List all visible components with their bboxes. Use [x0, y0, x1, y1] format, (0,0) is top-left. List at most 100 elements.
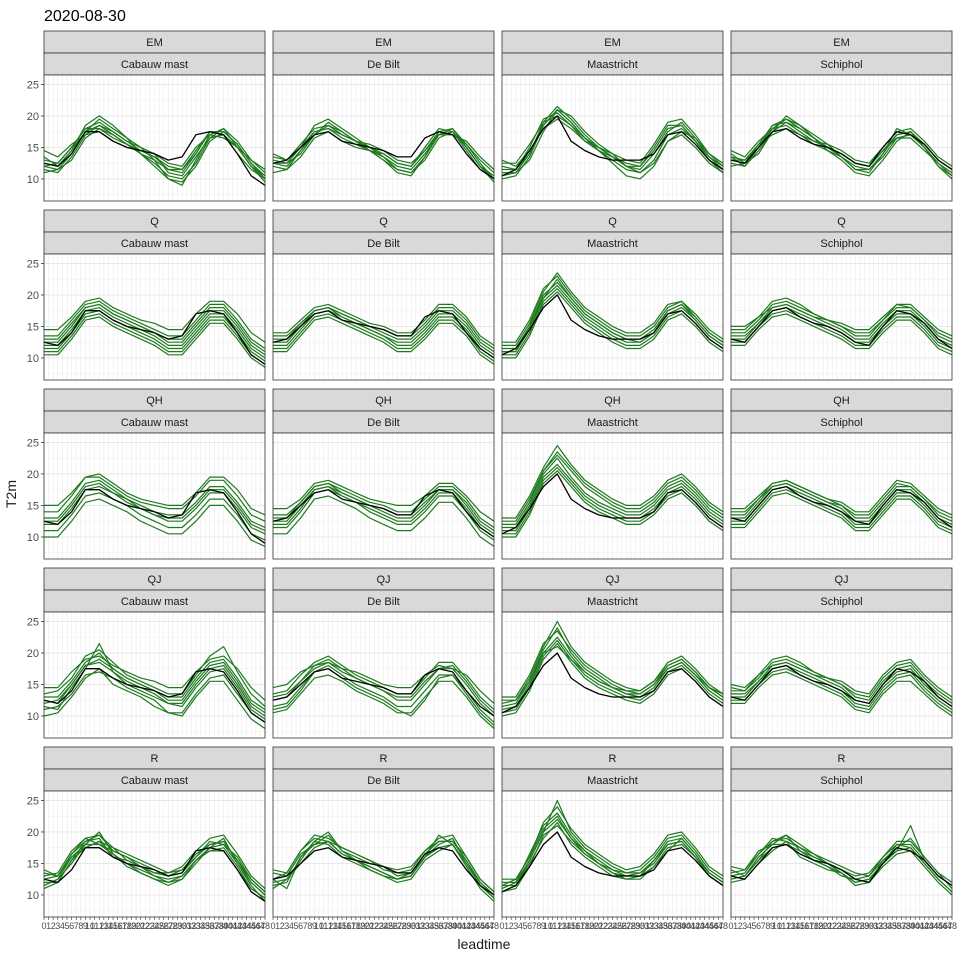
strip-station-label: Schiphol	[820, 596, 862, 608]
strip-station-label: Cabauw mast	[121, 596, 188, 608]
y-tick-label: 15	[27, 500, 39, 512]
strip-station-label: Schiphol	[820, 238, 862, 250]
x-tick-label: 21	[136, 921, 146, 931]
x-tick-label: 26	[159, 921, 169, 931]
strip-station-label: De Bilt	[367, 59, 399, 71]
x-tick-label: 47	[713, 921, 723, 931]
x-tick-label: 13	[328, 921, 338, 931]
ensemble-member-line	[730, 118, 953, 177]
x-tick-label: 4	[747, 921, 752, 931]
strip-model-label: EM	[833, 37, 850, 49]
x-tick-label: 26	[846, 921, 856, 931]
ensemble-member-line	[43, 834, 266, 893]
x-tick-label: 17	[804, 921, 814, 931]
panel-border	[272, 74, 495, 202]
x-tick-label: 32	[415, 921, 425, 931]
y-tick-label: 10	[27, 353, 39, 365]
x-tick-label: 9	[541, 921, 546, 931]
x-tick-label: 15	[108, 921, 118, 931]
strip-model-label: R	[380, 753, 388, 765]
x-tick-label: 9	[312, 921, 317, 931]
x-tick-label: 43	[924, 921, 934, 931]
x-tick-label: 42	[919, 921, 929, 931]
x-tick-label: 46	[480, 921, 490, 931]
y-tick-label: 25	[27, 437, 39, 449]
strip-station-label: Maastricht	[587, 417, 638, 429]
x-tick-label: 12	[94, 921, 104, 931]
strip-model-label: QH	[375, 395, 392, 407]
ensemble-member-line	[731, 303, 953, 346]
x-tick-label: 43	[695, 921, 705, 931]
strip-station-label: De Bilt	[367, 596, 399, 608]
x-tick-label: 44	[242, 921, 252, 931]
ensemble-member-line	[272, 831, 495, 896]
facet-panel: EM Cabauw mast 10 15 20 25	[27, 30, 266, 202]
x-tick-label: 26	[617, 921, 627, 931]
x-tick-label: 41	[457, 921, 467, 931]
ensemble-member-line	[44, 498, 266, 547]
x-tick-label: 10	[314, 921, 324, 931]
x-tick-label: 0	[728, 921, 733, 931]
x-tick-label: 28	[626, 921, 636, 931]
x-tick-label: 28	[168, 921, 178, 931]
y-tick-label: 15	[27, 858, 39, 870]
ensemble-member-line	[44, 473, 266, 516]
ensemble-member-line	[502, 272, 724, 346]
panel-border	[43, 432, 266, 560]
x-tick-label: 47	[484, 921, 494, 931]
x-tick-label: 31	[640, 921, 650, 931]
strip-station-label: De Bilt	[367, 417, 399, 429]
x-tick-label: 38	[443, 921, 453, 931]
strip-model-label: QH	[146, 395, 163, 407]
x-tick-label: 8	[307, 921, 312, 931]
x-tick-label: 48	[489, 921, 499, 931]
ensemble-member-line	[502, 278, 724, 353]
x-tick-label: 9	[770, 921, 775, 931]
strip-station-label: Maastricht	[587, 596, 638, 608]
x-tick-label: 22	[369, 921, 379, 931]
ensemble-member-line	[43, 115, 266, 183]
x-tick-label: 21	[823, 921, 833, 931]
x-tick-label: 17	[346, 921, 356, 931]
x-tick-label: 40	[223, 921, 233, 931]
x-tick-label: 29	[402, 921, 412, 931]
ensemble-member-line	[272, 664, 495, 723]
x-tick-label: 44	[471, 921, 481, 931]
strip-model-label: QH	[833, 395, 850, 407]
x-tick-label: 7	[74, 921, 79, 931]
y-tick-label: 25	[27, 258, 39, 270]
strip-station-label: Schiphol	[820, 59, 862, 71]
ensemble-member-line	[272, 128, 495, 180]
x-tick-label: 43	[237, 921, 247, 931]
x-tick-label: 27	[392, 921, 402, 931]
x-tick-label: 44	[929, 921, 939, 931]
x-tick-label: 3	[284, 921, 289, 931]
strip-station-label: Maastricht	[587, 59, 638, 71]
observed-line	[43, 668, 266, 723]
facet-panel: Q De Bilt	[272, 209, 495, 381]
strip-station-label: De Bilt	[367, 238, 399, 250]
x-tick-label: 0	[41, 921, 46, 931]
x-tick-label: 38	[672, 921, 682, 931]
x-tick-label: 48	[947, 921, 957, 931]
observed-line	[501, 831, 724, 893]
ensemble-member-line	[44, 492, 266, 541]
x-tick-label: 33	[878, 921, 888, 931]
strip-model-label: QJ	[147, 574, 161, 586]
x-tick-label: 41	[686, 921, 696, 931]
ensemble-member-line	[273, 316, 495, 365]
x-tick-label: 32	[186, 921, 196, 931]
x-tick-label: 30	[406, 921, 416, 931]
x-tick-label: 29	[860, 921, 870, 931]
x-tick-label: 16	[342, 921, 352, 931]
observed-line	[272, 131, 495, 180]
x-tick-label: 46	[938, 921, 948, 931]
facet-panel: EM Schiphol	[730, 30, 953, 202]
x-tick-label: 7	[532, 921, 537, 931]
x-tick-label: 47	[942, 921, 952, 931]
x-tick-label: 36	[205, 921, 215, 931]
x-tick-label: 47	[255, 921, 265, 931]
strip-model-label: QH	[604, 395, 621, 407]
x-tick-label: 33	[191, 921, 201, 931]
y-tick-label: 20	[27, 111, 39, 123]
